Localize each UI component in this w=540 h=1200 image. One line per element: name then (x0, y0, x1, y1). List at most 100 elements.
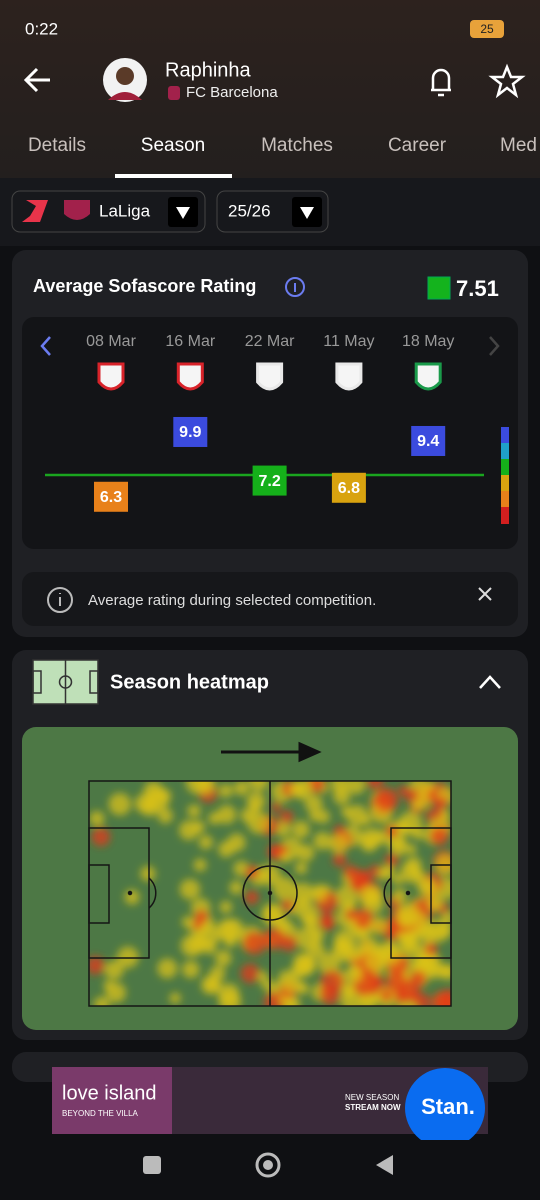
heat-blob (103, 980, 114, 991)
tab[interactable]: Matches (261, 135, 333, 156)
close-info[interactable] (478, 587, 492, 601)
heatmap-title: Season heatmap (110, 671, 269, 693)
league-select[interactable] (11, 190, 206, 233)
heat-blob (358, 992, 377, 1006)
heat-blob (332, 852, 347, 867)
heat-blob (219, 900, 233, 914)
player-name: Raphinha (165, 59, 252, 81)
tab[interactable]: Season (141, 135, 205, 156)
season-select[interactable] (216, 190, 329, 233)
rating-value: 7.2 (258, 473, 280, 490)
heat-blob (297, 844, 315, 862)
heat-blob (414, 993, 432, 1006)
rating-box[interactable] (173, 416, 208, 447)
heat-blob (143, 781, 164, 801)
info-text: Average rating during selected competiti… (88, 592, 376, 609)
heat-blob (374, 787, 399, 812)
tab[interactable]: Career (388, 135, 447, 156)
match-date: 22 Mar (245, 333, 295, 350)
heat-blob (261, 979, 272, 991)
heat-blob (381, 864, 395, 878)
heat-blob (244, 890, 259, 905)
heat-blob (248, 781, 269, 792)
opponent-crest[interactable] (414, 362, 442, 391)
heat-blob (440, 964, 451, 980)
tabs: Details Season Matches Career Med (28, 135, 537, 156)
season-label: 25/26 (228, 201, 271, 220)
nav-bar (0, 1140, 540, 1200)
notify-button[interactable] (431, 68, 451, 97)
heat-blob (89, 811, 105, 827)
opponent-crest[interactable] (256, 362, 284, 391)
heat-blob (307, 941, 325, 959)
heat-blob (215, 949, 232, 967)
tab[interactable]: Med (500, 135, 537, 156)
heat-blob (420, 880, 439, 899)
heat-blob (280, 810, 294, 824)
rating-box[interactable] (331, 472, 366, 503)
heat-blob (263, 927, 286, 950)
info-strip (22, 572, 518, 626)
back-button[interactable] (23, 67, 50, 93)
heat-blob (396, 908, 416, 928)
status-time: 0:22 (25, 19, 58, 38)
ad-panel (52, 1067, 172, 1134)
matches: 08 Mar 6.3 16 Mar 9.9 22 Mar 7.2 11 May 6.8 18 M… (86, 333, 454, 512)
opponent-crest[interactable] (97, 362, 125, 391)
heat-blob (358, 885, 379, 906)
heat-blob (429, 826, 449, 846)
collapse-button[interactable] (479, 675, 501, 689)
ad-brand: love island (62, 1082, 157, 1104)
favorite-button[interactable] (488, 63, 526, 99)
opponent-crest[interactable] (176, 362, 204, 391)
heat-blob (399, 931, 419, 951)
club-logo (64, 200, 90, 220)
heat-blob (180, 934, 203, 957)
heatmap (89, 781, 451, 1006)
next-button[interactable] (489, 336, 500, 356)
nav-home[interactable] (255, 1152, 281, 1178)
heat-blob (257, 971, 269, 983)
rating-box[interactable] (411, 425, 446, 456)
heat-blob (192, 820, 206, 834)
heat-blob (342, 985, 356, 999)
nav-recents[interactable] (143, 1156, 161, 1174)
league-logo (22, 200, 48, 222)
heat-blob (89, 956, 105, 975)
prev-button[interactable] (40, 336, 51, 356)
heat-blob (434, 797, 448, 811)
heat-blob (242, 931, 267, 955)
heat-blob (292, 952, 315, 975)
heat-blob (353, 908, 374, 929)
heat-blob (310, 884, 328, 902)
team-name[interactable]: FC Barcelona (186, 84, 278, 101)
heat-blob (181, 916, 194, 928)
heat-blob (347, 781, 366, 795)
heat-blob (91, 827, 111, 847)
info-button[interactable] (285, 277, 305, 297)
nav-back[interactable] (376, 1155, 393, 1175)
heat-blob (197, 924, 220, 948)
heat-blob (313, 831, 332, 850)
ad-line1: NEW SEASON (345, 1093, 399, 1102)
heat-blob (229, 880, 244, 895)
heat-blob (140, 866, 156, 882)
heat-blob (157, 958, 178, 979)
heat-blob (436, 993, 451, 1006)
tab[interactable]: Details (28, 135, 86, 156)
heat-blob (289, 781, 306, 798)
opponent-crest[interactable] (335, 362, 363, 391)
ad-tagline: BEYOND THE VILLA (62, 1109, 139, 1118)
heat-blob (309, 811, 320, 822)
heat-blob (193, 858, 207, 872)
heat-blob (346, 804, 368, 826)
rating-box[interactable] (94, 481, 128, 512)
nav-home-dot (263, 1160, 273, 1170)
heat-blob (380, 990, 392, 1001)
heat-blob (182, 960, 200, 979)
rating-box[interactable] (252, 465, 287, 496)
attack-direction (221, 741, 322, 763)
heat-blob (93, 996, 110, 1006)
team-crest (168, 86, 180, 100)
